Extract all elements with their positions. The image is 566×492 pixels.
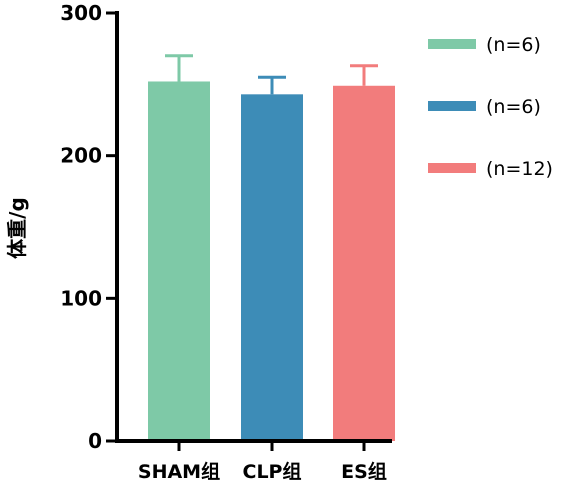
legend-swatch-3 bbox=[428, 163, 476, 173]
bar-1 bbox=[148, 81, 210, 441]
x-labels: SHAM组 CLP组 ES组 bbox=[138, 460, 387, 483]
legend: (n=6) (n=6) (n=12) bbox=[428, 34, 553, 180]
bar-3 bbox=[333, 85, 395, 441]
legend-swatch-2 bbox=[428, 101, 476, 111]
x-tick-label-1: SHAM组 bbox=[138, 460, 220, 483]
axes bbox=[115, 11, 392, 451]
bars-layer bbox=[148, 81, 395, 441]
y-tick-label-100: 100 bbox=[60, 286, 102, 310]
y-tick-label-300: 300 bbox=[60, 1, 102, 25]
legend-swatch-1 bbox=[428, 39, 476, 49]
legend-label-2: (n=6) bbox=[486, 96, 541, 118]
x-tick-label-2: CLP组 bbox=[243, 460, 302, 483]
y-axis-title: 体重/g bbox=[5, 197, 29, 259]
error-bars-layer bbox=[165, 54, 378, 95]
legend-label-1: (n=6) bbox=[486, 34, 541, 56]
bar-2 bbox=[241, 94, 303, 441]
x-tick-label-3: ES组 bbox=[341, 460, 387, 483]
y-tick-label-0: 0 bbox=[88, 429, 102, 453]
legend-label-3: (n=12) bbox=[486, 158, 553, 180]
y-ticks: 0 100 200 300 bbox=[60, 1, 117, 453]
y-tick-label-200: 200 bbox=[60, 144, 102, 168]
